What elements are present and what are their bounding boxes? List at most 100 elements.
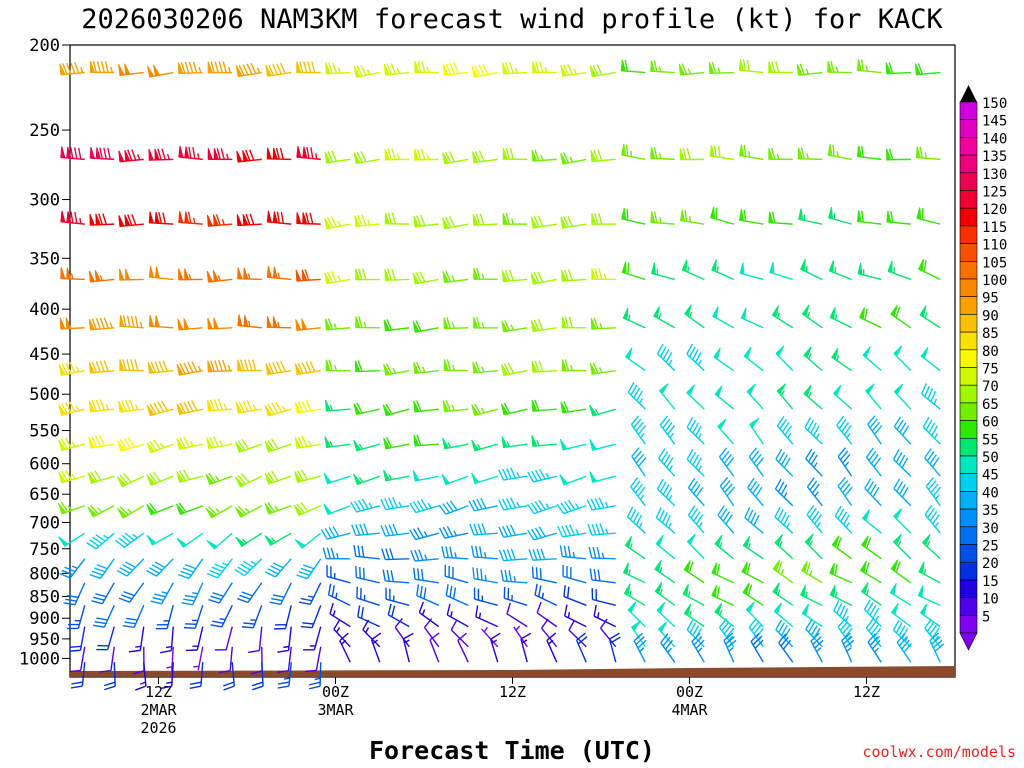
barb-full bbox=[695, 486, 704, 498]
barb-flag bbox=[769, 261, 775, 275]
wind-barb bbox=[621, 261, 646, 281]
barb-full bbox=[277, 669, 289, 674]
barb-half bbox=[250, 560, 257, 565]
barb-full bbox=[154, 361, 160, 373]
barb-flag bbox=[621, 261, 627, 275]
barb-full bbox=[419, 271, 426, 283]
barb-half bbox=[575, 528, 579, 535]
barb-full bbox=[693, 636, 703, 646]
colorbar-swatch bbox=[959, 172, 978, 191]
barb-full bbox=[655, 507, 662, 519]
barb-full bbox=[391, 148, 396, 160]
barb-flag bbox=[531, 149, 538, 162]
wind-barb bbox=[896, 633, 912, 663]
barb-full bbox=[149, 440, 157, 451]
barb-full bbox=[694, 352, 702, 363]
barb-full bbox=[476, 267, 481, 280]
barb-flag bbox=[473, 267, 479, 280]
barb-flag bbox=[442, 152, 450, 165]
barb-full bbox=[178, 502, 187, 513]
barb-full bbox=[69, 649, 81, 652]
barb-flag bbox=[154, 315, 160, 328]
barb-half bbox=[480, 407, 485, 414]
wind-barb bbox=[277, 662, 292, 689]
wind-barb bbox=[561, 316, 587, 329]
barb-full bbox=[387, 148, 392, 160]
barb-half bbox=[451, 322, 455, 329]
barb-full bbox=[864, 478, 872, 489]
y-tick-label: 250 bbox=[29, 121, 60, 141]
wind-barb bbox=[806, 504, 823, 534]
barb-full bbox=[478, 150, 485, 162]
barb-full bbox=[270, 565, 282, 572]
barb-full bbox=[121, 594, 133, 600]
barb-full bbox=[65, 362, 72, 374]
barb-full bbox=[775, 448, 783, 460]
wind-barb bbox=[890, 603, 912, 628]
barb-flag bbox=[412, 272, 420, 285]
wind-barb bbox=[413, 361, 439, 375]
x-tick-label: 00Z bbox=[322, 683, 349, 701]
wind-barb bbox=[118, 582, 145, 603]
barb-full bbox=[502, 525, 509, 537]
barb-half bbox=[478, 612, 482, 619]
wind-barb bbox=[134, 662, 147, 691]
barb-full bbox=[276, 211, 280, 224]
wind-barb bbox=[624, 347, 646, 372]
barb-full bbox=[726, 486, 736, 497]
barb-full bbox=[472, 567, 475, 579]
wind-barb bbox=[418, 601, 440, 628]
barb-shaft bbox=[423, 627, 440, 648]
wind-barb bbox=[442, 437, 469, 450]
colorbar-legend: 1501451401351301251201151101051009590858… bbox=[959, 85, 1007, 651]
barb-flag bbox=[650, 146, 656, 159]
wind-barb bbox=[304, 646, 322, 673]
barb-half bbox=[215, 508, 221, 514]
barb-flag bbox=[624, 535, 633, 549]
barb-full bbox=[191, 361, 198, 373]
barb-half bbox=[227, 365, 231, 371]
wind-barb bbox=[831, 347, 853, 372]
barb-full bbox=[899, 422, 907, 433]
barb-flag bbox=[772, 559, 781, 572]
barb-flag bbox=[739, 209, 745, 222]
x-tick-label: 00Z bbox=[676, 683, 703, 701]
barb-full bbox=[744, 507, 751, 519]
wind-barb bbox=[747, 477, 764, 507]
barb-full bbox=[503, 402, 511, 414]
barb-full bbox=[189, 681, 202, 686]
barb-full bbox=[695, 514, 704, 525]
barb-full bbox=[245, 213, 251, 226]
wind-barb bbox=[867, 415, 883, 445]
barb-half bbox=[166, 681, 173, 684]
wind-barb bbox=[471, 63, 498, 78]
barb-flag bbox=[890, 559, 899, 572]
barb-flag bbox=[801, 603, 810, 617]
colorbar-label: 45 bbox=[982, 468, 999, 484]
barb-flag bbox=[681, 259, 688, 273]
barb-full bbox=[841, 632, 851, 641]
wind-barb bbox=[88, 360, 115, 374]
barb-full bbox=[268, 362, 275, 374]
wind-barb bbox=[381, 548, 410, 561]
barb-flag bbox=[237, 267, 243, 280]
barb-full bbox=[94, 567, 106, 573]
barb-half bbox=[629, 590, 632, 597]
barb-full bbox=[355, 566, 358, 578]
wind-barb bbox=[630, 477, 646, 507]
wind-barb bbox=[118, 213, 144, 228]
colorbar-swatch bbox=[959, 455, 978, 475]
colorbar-swatch bbox=[959, 437, 978, 457]
wind-barb bbox=[655, 534, 676, 560]
wind-barb bbox=[501, 362, 528, 376]
wind-barb bbox=[865, 618, 882, 648]
barb-full bbox=[122, 625, 135, 629]
wind-barb bbox=[530, 271, 557, 285]
barb-full bbox=[922, 416, 930, 428]
barb-flag bbox=[916, 207, 922, 220]
barb-full bbox=[903, 643, 912, 653]
barb-half bbox=[728, 647, 734, 652]
barb-flag bbox=[442, 63, 450, 76]
barb-flag bbox=[412, 321, 420, 333]
barb-flag bbox=[272, 316, 278, 328]
